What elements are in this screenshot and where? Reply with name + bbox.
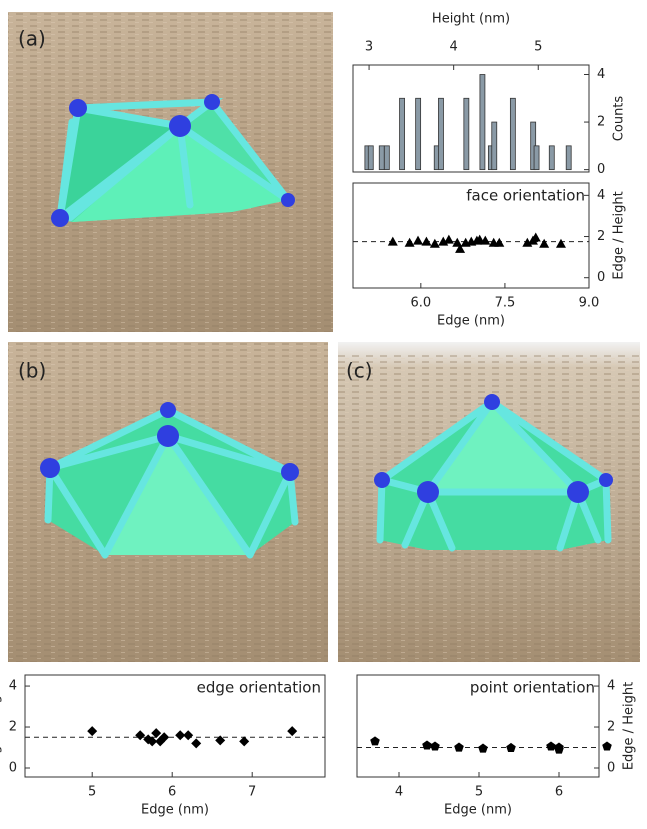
point: [287, 726, 298, 737]
point: [455, 243, 466, 253]
x-tick-label: 6: [168, 785, 176, 800]
x-tick-label: 5: [88, 785, 96, 800]
y-tick-label: 0: [9, 760, 17, 775]
point: [135, 730, 146, 741]
point: [602, 741, 612, 751]
bar: [479, 74, 486, 171]
panel-label: (c): [346, 359, 373, 383]
y-tick-label: 2: [597, 115, 605, 130]
x-tick-label: 7: [248, 785, 256, 800]
y-tick-label: 4: [607, 679, 615, 694]
point: [454, 742, 464, 752]
plot-frame: [352, 182, 590, 289]
x-tick-label: 6: [555, 785, 563, 800]
x-axis-label: Edge (nm): [437, 314, 505, 329]
y-axis-label: Edge / Height: [0, 682, 3, 770]
render-b: [8, 342, 328, 662]
bar: [509, 97, 516, 171]
bar: [378, 145, 385, 171]
x-tick-label: 5: [475, 785, 483, 800]
point: [239, 736, 250, 747]
plot-frame: [356, 674, 600, 778]
point: [147, 736, 158, 747]
bar: [463, 97, 470, 171]
x-tick-label: 6.0: [410, 296, 431, 311]
bar: [399, 97, 405, 171]
annotation: face orientation: [466, 187, 585, 205]
point: [555, 238, 566, 248]
x-tick-label: 9.0: [579, 296, 600, 311]
point: [370, 736, 380, 746]
x-axis-label: Height (nm): [432, 12, 510, 27]
y-tick-label: 2: [597, 229, 605, 244]
bar: [438, 97, 444, 171]
bar: [367, 145, 374, 171]
bar: [565, 145, 572, 171]
y-axis-label: Edge / Height: [622, 682, 637, 770]
y-tick-label: 0: [597, 162, 605, 177]
y-tick-label: 0: [607, 760, 615, 775]
x-tick-label: 5: [534, 40, 542, 55]
x-tick-label: 3: [365, 40, 373, 55]
point: [530, 232, 541, 242]
bar: [548, 145, 555, 171]
point: [506, 742, 516, 752]
point: [159, 732, 170, 743]
bar: [415, 97, 422, 171]
plot-frame: [352, 64, 590, 173]
panel-label: (a): [18, 27, 46, 51]
point: [87, 726, 98, 737]
y-tick-label: 4: [9, 679, 17, 694]
y-tick-label: 2: [9, 720, 17, 735]
point: [183, 730, 194, 741]
plot-frame: [24, 674, 326, 778]
point: [430, 741, 440, 751]
point: [478, 743, 488, 753]
y-tick-label: 4: [597, 188, 605, 203]
x-tick-label: 4: [395, 785, 403, 800]
point: [215, 735, 226, 746]
point: [494, 237, 505, 247]
point: [539, 238, 550, 248]
bar: [383, 145, 390, 171]
point: [421, 236, 432, 246]
x-tick-label: 4: [450, 40, 458, 55]
annotation: point orientation: [470, 679, 595, 697]
y-axis-label: Edge / Height: [612, 191, 627, 279]
y-tick-label: 0: [597, 270, 605, 285]
point: [151, 728, 162, 739]
y-tick-label: 4: [597, 67, 605, 82]
point: [413, 235, 424, 245]
bar: [533, 145, 540, 171]
point: [191, 738, 202, 749]
render-a: [8, 12, 333, 332]
point: [175, 730, 186, 741]
panel-label: (b): [18, 359, 46, 383]
y-tick-label: 2: [607, 720, 615, 735]
x-tick-label: 7.5: [495, 296, 516, 311]
point: [387, 236, 398, 246]
annotation: edge orientation: [197, 679, 321, 697]
y-axis-label: Counts: [612, 96, 627, 142]
point: [546, 741, 556, 751]
render-c: [338, 342, 640, 662]
x-axis-label: Edge (nm): [141, 803, 209, 818]
point: [443, 234, 454, 244]
point: [480, 235, 491, 245]
point: [404, 237, 415, 247]
point: [422, 740, 432, 750]
point: [554, 744, 564, 754]
point: [429, 238, 440, 248]
bar: [491, 121, 498, 171]
x-axis-label: Edge (nm): [444, 803, 512, 818]
